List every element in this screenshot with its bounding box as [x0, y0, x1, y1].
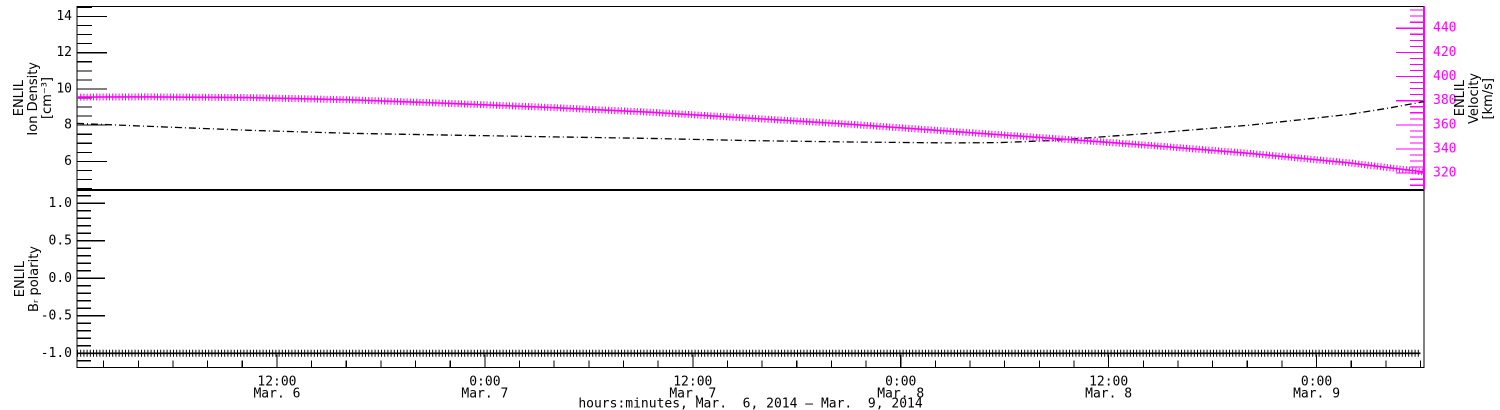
polarity-ticks: [77, 195, 105, 362]
date-tick-label: Mar. 8: [1085, 387, 1132, 402]
axis-title-line: ENLIL: [12, 260, 28, 298]
tick-label: 440: [1433, 21, 1456, 36]
density-tick-labels: 6 8 10 12 14: [56, 9, 72, 169]
time-ticks: [103, 354, 1422, 368]
axis-title-line: Bᵣ polarity: [26, 246, 42, 312]
top-panel-series: [76, 93, 1425, 176]
date-tick-label: Mar. 7: [669, 387, 716, 402]
date-tick-label: Mar. 7: [461, 387, 508, 402]
density-ticks: [77, 6, 107, 190]
time-tick-label: 0:00: [885, 375, 916, 390]
date-tick-label: Mar. 6: [253, 387, 300, 402]
axis-title-line: Velocity: [1466, 73, 1482, 124]
time-tick-label: 12:00: [673, 375, 712, 390]
velocity-series: [76, 96, 1425, 173]
date-tick-label: Mar. 8: [877, 387, 924, 402]
time-tick-label: 12:00: [257, 375, 296, 390]
tick-label: 12: [56, 45, 72, 60]
time-tick-label: 12:00: [1089, 375, 1128, 390]
tick-label: 320: [1433, 166, 1456, 181]
tick-label: 0.5: [49, 233, 72, 248]
tick-label: 0.0: [49, 271, 72, 286]
date-tick-label: Mar. 9: [1293, 387, 1340, 402]
axis-units-label: [km/s]: [1480, 77, 1496, 120]
velocity-series-hatch: [76, 93, 1425, 176]
tick-label: 400: [1433, 69, 1456, 84]
velocity-ticks: [1396, 9, 1424, 186]
tick-label: 360: [1433, 117, 1456, 132]
tick-label: 8: [64, 118, 72, 133]
tick-label: -1.0: [41, 346, 72, 361]
x-axis-title: hours:minutes, Mar. 6, 2014 – Mar. 9, 20…: [578, 397, 923, 410]
axis-title-line: ENLIL: [11, 80, 27, 117]
tick-label: 420: [1433, 45, 1456, 60]
ion-density-series: [76, 100, 1425, 144]
density-axis-title: ENLIL Ion Density [cm⁻³]: [6, 7, 60, 190]
tick-label: 6: [64, 154, 72, 169]
tick-label: -0.5: [41, 308, 72, 323]
polarity-axis-title: ENLIL Bᵣ polarity: [10, 191, 44, 367]
velocity-tick-labels: 320 340 360 380 400 420 440: [1433, 21, 1456, 181]
tick-label: 1.0: [49, 196, 72, 211]
tick-label: 340: [1433, 142, 1456, 157]
axis-title-line: Ion Density: [25, 61, 41, 136]
axis-units-label: [cm⁻³]: [39, 77, 55, 120]
time-tick-label: 0:00: [1301, 375, 1332, 390]
tick-label: 10: [56, 81, 72, 96]
tick-label: 380: [1433, 93, 1456, 108]
bottom-panel-frame: [76, 189, 1425, 369]
polarity-tick-labels: -1.0 -0.5 0.0 0.5 1.0: [41, 196, 72, 361]
tick-label: 14: [56, 9, 72, 24]
axes-frames: [76, 5, 1425, 369]
time-tick-label: 0:00: [469, 375, 500, 390]
axis-title-line: ENLIL: [1452, 80, 1468, 117]
velocity-axis-title: ENLIL Velocity [km/s]: [1452, 7, 1496, 190]
